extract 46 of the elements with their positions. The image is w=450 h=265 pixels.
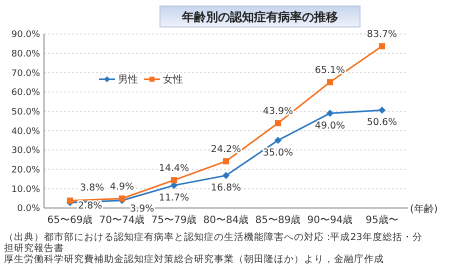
text: 厚生労働科学研究費補助金認知症対策総合研究事業（朝田隆ほか）より，金融庁作成 — [4, 253, 384, 265]
legend-label: 男性 — [118, 74, 138, 86]
y-tick-label: 80.0% — [11, 49, 40, 60]
data-label: 24.2% — [210, 144, 242, 156]
y-tick-label: 90.0% — [11, 30, 40, 40]
x-tick-label: 65〜69歳 — [47, 214, 93, 226]
data-label: 3.8% — [80, 182, 104, 194]
x-axis-title: (年齢) — [410, 203, 438, 215]
point — [222, 158, 230, 164]
point — [378, 43, 386, 50]
y-tick-label: 30.0% — [11, 146, 40, 156]
data-label: 50.6% — [366, 117, 398, 128]
x-tick-label: 85〜89歳 — [255, 214, 301, 226]
data-label: 43.9% — [262, 106, 294, 118]
point — [170, 177, 178, 184]
y-tick-label: 70.0% — [11, 68, 40, 79]
point — [378, 106, 386, 114]
data-label: 83.7% — [366, 29, 398, 40]
y-tick-label: 0.0% — [17, 204, 40, 214]
data-label: 11.7% — [158, 192, 190, 204]
y-tick-label: 40.0% — [11, 126, 40, 137]
point — [274, 136, 282, 144]
text: （出典）都市部における認知症有病率と認知症の生活機能障害への対応 :平成23年度総括・分担研究報告書 — [4, 231, 422, 254]
point — [274, 120, 282, 126]
data-label: 16.8% — [210, 182, 242, 194]
data-label: 35.0% — [262, 147, 294, 158]
data-label: 65.1% — [314, 65, 346, 76]
x-tick-label: 95歳〜 — [366, 214, 398, 226]
data-label: 49.0% — [314, 120, 346, 132]
point — [118, 195, 126, 202]
y-tick-label: 20.0% — [11, 165, 40, 176]
x-tick-label: 80〜84歳 — [203, 214, 249, 226]
point — [222, 172, 230, 180]
point — [66, 198, 74, 204]
x-tick-label: 90〜94歳 — [307, 214, 353, 226]
y-tick-label: 50.0% — [11, 107, 40, 118]
chart-title: 年齢別の認知症有病率の推移 — [181, 10, 338, 24]
legend-label: 女性 — [163, 74, 183, 86]
point — [326, 110, 334, 117]
data-label: 14.4% — [158, 163, 190, 174]
x-tick-label: 75〜79歳 — [151, 214, 197, 226]
point — [326, 79, 334, 86]
data-label: 4.9% — [110, 182, 134, 193]
y-tick-label: 10.0% — [11, 184, 40, 195]
x-tick-label: 70〜74歳 — [99, 214, 145, 226]
y-tick-label: 60.0% — [11, 88, 40, 98]
